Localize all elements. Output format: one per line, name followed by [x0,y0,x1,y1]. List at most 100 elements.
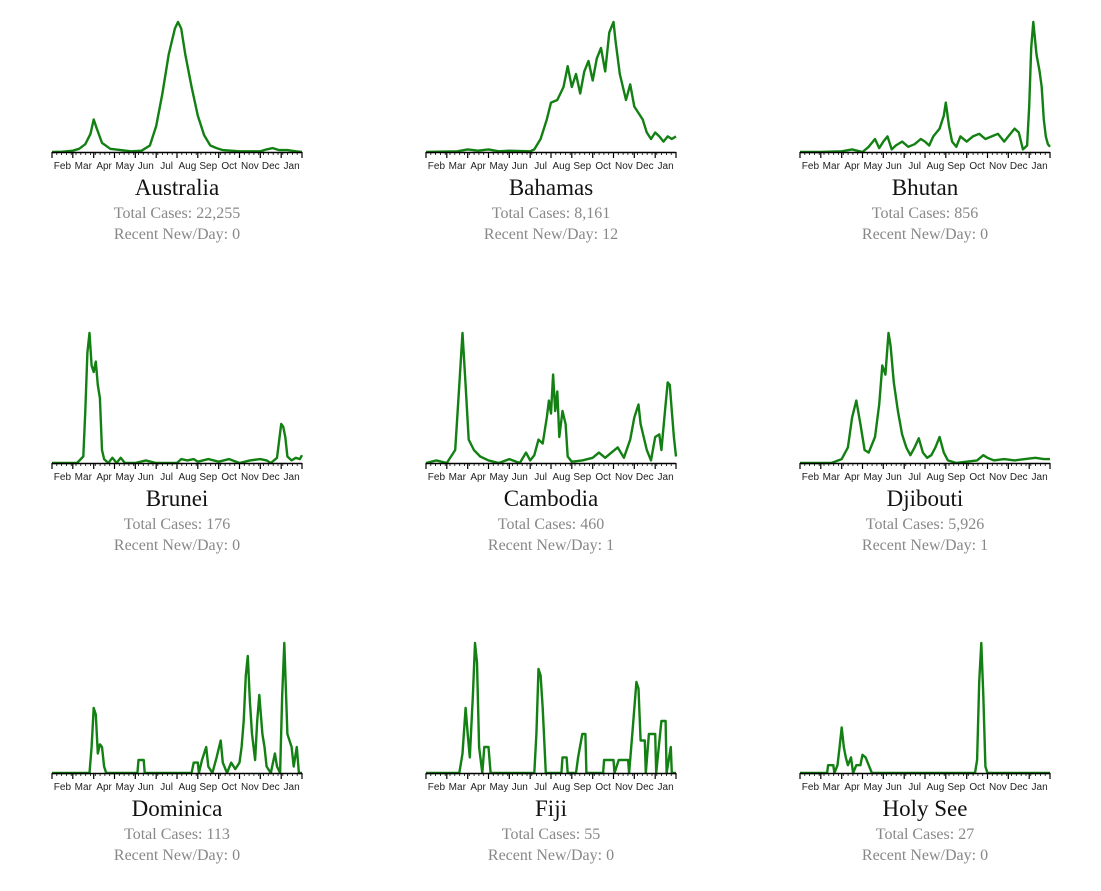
x-axis-tick-label: Oct [595,782,611,793]
x-axis-tick-label: Apr [844,782,860,793]
x-axis-tick-label: Dec [636,161,654,172]
x-axis-tick-label: Feb [428,472,446,483]
x-axis-tick-label: Jan [284,782,300,793]
recent-new-per-day-text: Recent New/Day: 0 [487,847,615,864]
x-axis-tick-label: May [115,472,134,483]
x-axis-tick-label: Sep [947,472,965,483]
x-axis-tick-label: Nov [615,472,633,483]
x-axis-tick-label: Dec [636,472,654,483]
x-axis-tick-label: Aug [553,472,571,483]
country-name: Bhutan [891,175,959,200]
case-trend-line [800,641,1050,775]
sparkline-chart-dominica: Feb Mar Apr May Jun Jul Aug Sep Oct Nov Dec Jan [51,641,303,793]
x-axis-tick-label: Nov [989,161,1007,172]
x-axis-tick-label: Sep [573,782,591,793]
x-axis-tick-label: Nov [989,782,1007,793]
recent-new-per-day-text: Recent New/Day: 0 [113,226,241,243]
x-axis-tick-label: May [115,782,134,793]
x-axis-tick-label: Nov [241,472,259,483]
x-axis-tick-label: Jun [138,161,154,172]
sparkline-chart-djibouti: Feb Mar Apr May Jun Jul Aug Sep Oct Nov Dec Jan [799,331,1051,483]
x-axis-tick-label: Oct [221,472,237,483]
x-axis-tick-label: Jan [658,161,674,172]
x-axis-tick-label: Mar [75,782,93,793]
x-axis-tick-label: Nov [241,782,259,793]
x-axis-tick-label: Jun [512,782,528,793]
x-axis-tick-label: Oct [969,782,985,793]
sparkline-chart-bahamas: Feb Mar Apr May Jun Jul Aug Sep Oct Nov Dec Jan [425,20,677,172]
country-name: Brunei [145,486,209,511]
x-axis-tick-label: Apr [470,782,486,793]
x-axis-tick-label: Feb [428,782,446,793]
x-axis-tick-label: Aug [179,161,197,172]
total-cases-text: Total Cases: 856 [871,205,979,222]
country-name: Bahamas [508,175,594,200]
total-cases-text: Total Cases: 460 [497,516,605,533]
chart-card-djibouti: Feb Mar Apr May Jun Jul Aug Sep Oct Nov Dec Jan Djib… [799,321,1060,581]
x-axis-tick-label: Jun [138,782,154,793]
case-trend-line [800,20,1051,154]
x-axis-tick-label: Apr [844,472,860,483]
x-axis-tick-label: Oct [969,161,985,172]
x-axis-tick-label: Feb [54,161,72,172]
x-axis-tick-label: Jan [1032,782,1048,793]
x-axis-tick-label: Aug [553,782,571,793]
x-axis-tick-label: Oct [969,472,985,483]
x-axis-tick-label: Mar [823,161,841,172]
chart-card-cambodia: Feb Mar Apr May Jun Jul Aug Sep Oct Nov Dec Jan Camb… [425,321,686,581]
total-cases-text: Total Cases: 5,926 [865,516,985,533]
x-axis-tick-label: Jul [908,782,921,793]
x-axis-tick-label: Nov [989,472,1007,483]
country-name: Australia [134,175,220,200]
case-trend-line [425,20,677,154]
x-axis-tick-label: Dec [262,472,280,483]
x-axis-tick-label: Apr [470,472,486,483]
x-axis-tick-label: Nov [241,161,259,172]
x-axis-tick-label: Apr [96,782,112,793]
x-axis-tick-label: Jul [534,161,547,172]
x-axis-tick-label: Jan [1032,161,1048,172]
x-axis-tick-label: Sep [947,161,965,172]
recent-new-per-day-text: Recent New/Day: 12 [483,226,619,243]
country-name: Dominica [131,796,223,821]
x-axis-tick-label: Jul [160,782,173,793]
x-axis-tick-label: May [863,472,882,483]
x-axis-tick-label: Jun [138,472,154,483]
x-axis-tick-label: May [115,161,134,172]
x-axis-tick-label: Jun [886,782,902,793]
x-axis-tick-label: Feb [54,472,72,483]
x-axis-tick-label: Feb [54,782,72,793]
x-axis-tick-label: Dec [1010,472,1028,483]
sparkline-chart-cambodia: Feb Mar Apr May Jun Jul Aug Sep Oct Nov Dec Jan [425,331,678,483]
recent-new-per-day-text: Recent New/Day: 0 [861,847,989,864]
x-axis-tick-label: Apr [96,472,112,483]
sparkline-chart-australia: Feb Mar Apr May Jun Jul Aug Sep Oct Nov Dec Jan [51,20,303,172]
x-axis-tick-label: Sep [199,782,217,793]
chart-card-holy-see: Feb Mar Apr May Jun Jul Aug Sep Oct Nov Dec Jan Holy… [799,631,1060,891]
x-axis-tick-label: Nov [615,782,633,793]
x-axis-tick-label: Sep [573,161,591,172]
x-axis-tick-label: Apr [844,161,860,172]
case-trend-line [800,331,1050,465]
x-axis-tick-label: May [863,161,882,172]
x-axis-tick-label: Aug [179,782,197,793]
recent-new-per-day-text: Recent New/Day: 0 [861,226,989,243]
country-name: Fiji [535,796,567,821]
x-axis-tick-label: Feb [428,161,446,172]
x-axis-tick-label: Sep [199,472,217,483]
x-axis-tick-label: Oct [595,161,611,172]
chart-card-australia: Feb Mar Apr May Jun Jul Aug Sep Oct Nov Dec Jan Aust… [51,10,312,270]
x-axis-tick-label: Jul [908,472,921,483]
x-axis-tick-label: Oct [221,782,237,793]
sparkline-chart-fiji: Feb Mar Apr May Jun Jul Aug Sep Oct Nov Dec Jan [425,641,677,793]
total-cases-text: Total Cases: 176 [123,516,231,533]
x-axis-tick-label: May [489,472,508,483]
x-axis-tick-label: Jul [908,161,921,172]
x-axis-tick-label: Apr [96,161,112,172]
x-axis-tick-label: Aug [927,161,945,172]
x-axis-tick-label: Sep [199,161,217,172]
x-axis-tick-label: Sep [573,472,591,483]
recent-new-per-day-text: Recent New/Day: 0 [113,847,241,864]
x-axis-tick-label: Mar [823,782,841,793]
